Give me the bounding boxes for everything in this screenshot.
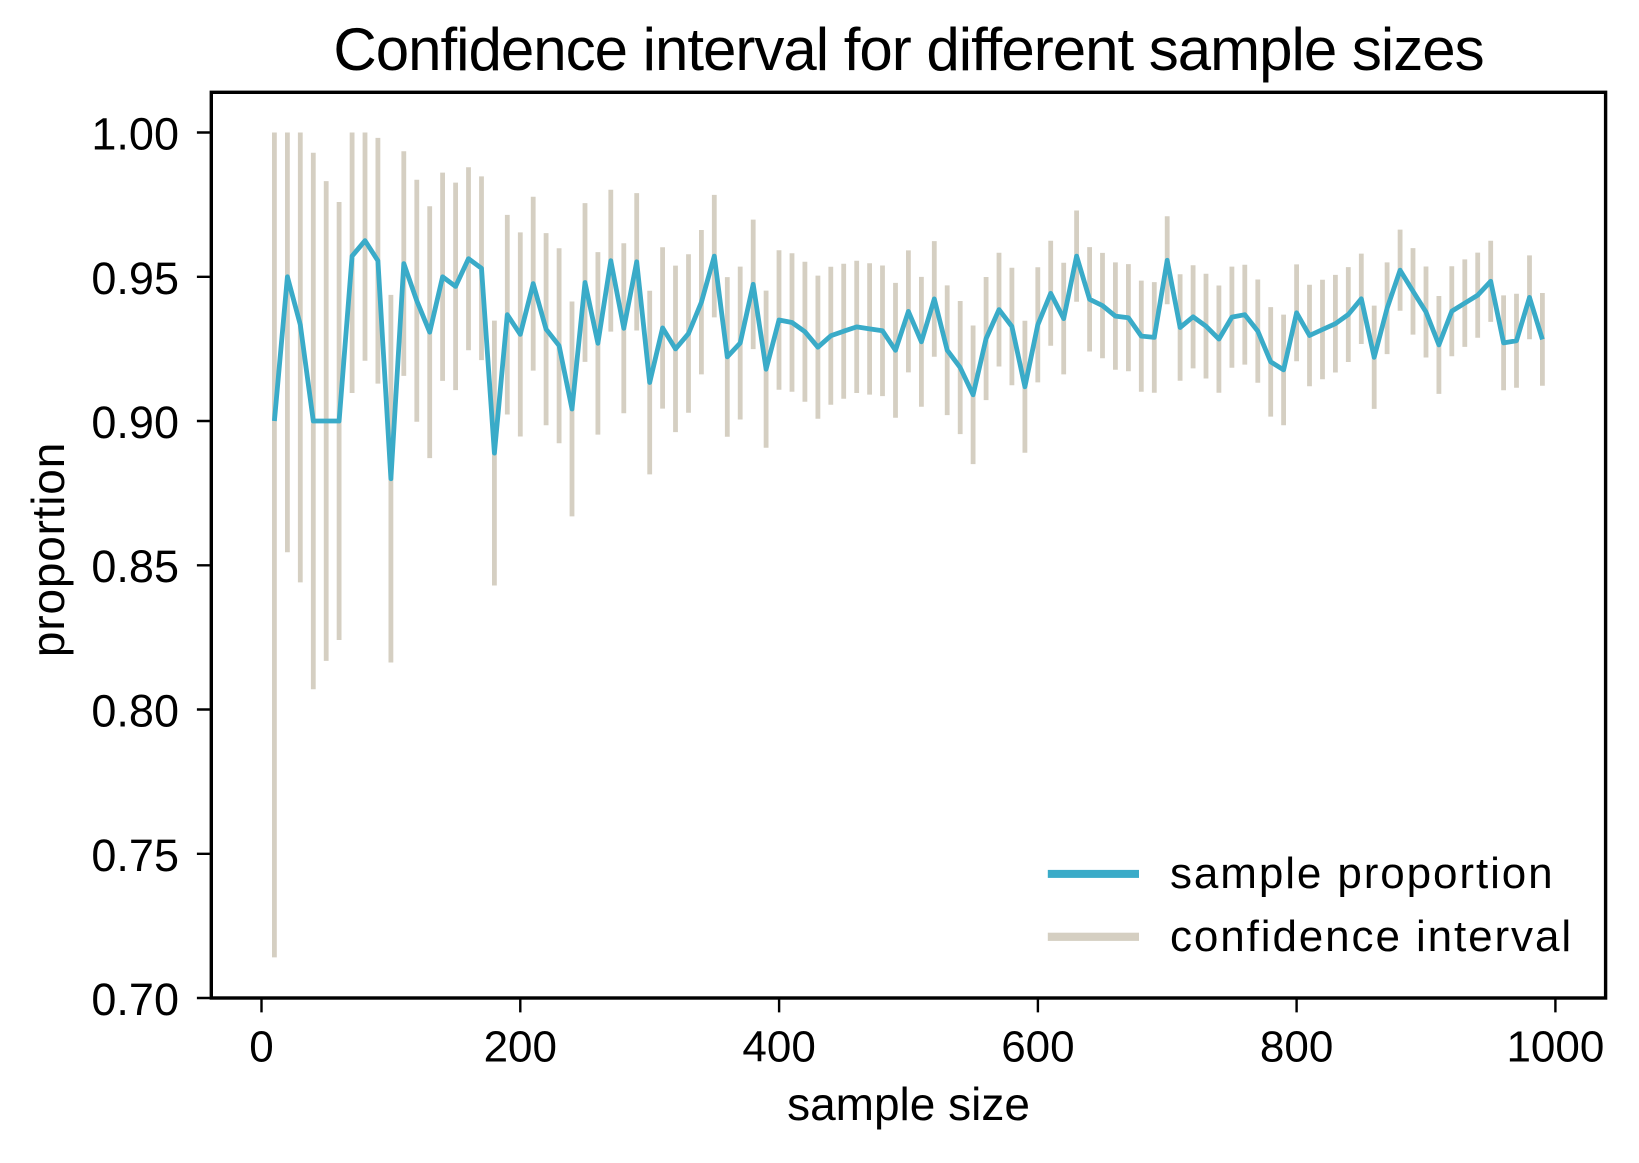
svg-text:confidence interval: confidence interval [1170,912,1573,961]
svg-text:0.70: 0.70 [91,974,179,1025]
svg-text:0.85: 0.85 [91,541,179,592]
svg-text:200: 200 [484,1023,557,1072]
svg-text:800: 800 [1260,1023,1333,1072]
svg-text:0: 0 [249,1023,273,1072]
svg-text:0.80: 0.80 [91,686,179,737]
svg-text:0.90: 0.90 [91,397,179,448]
svg-text:600: 600 [1001,1023,1074,1072]
svg-text:1000: 1000 [1506,1023,1604,1072]
svg-text:sample proportion: sample proportion [1170,849,1555,898]
svg-text:Confidence interval for differ: Confidence interval for different sample… [333,16,1483,83]
svg-text:400: 400 [742,1023,815,1072]
svg-text:sample size: sample size [787,1078,1030,1130]
svg-text:proportion: proportion [22,442,74,657]
svg-text:0.75: 0.75 [91,830,179,881]
svg-text:1.00: 1.00 [91,109,179,160]
svg-text:0.95: 0.95 [91,253,179,304]
